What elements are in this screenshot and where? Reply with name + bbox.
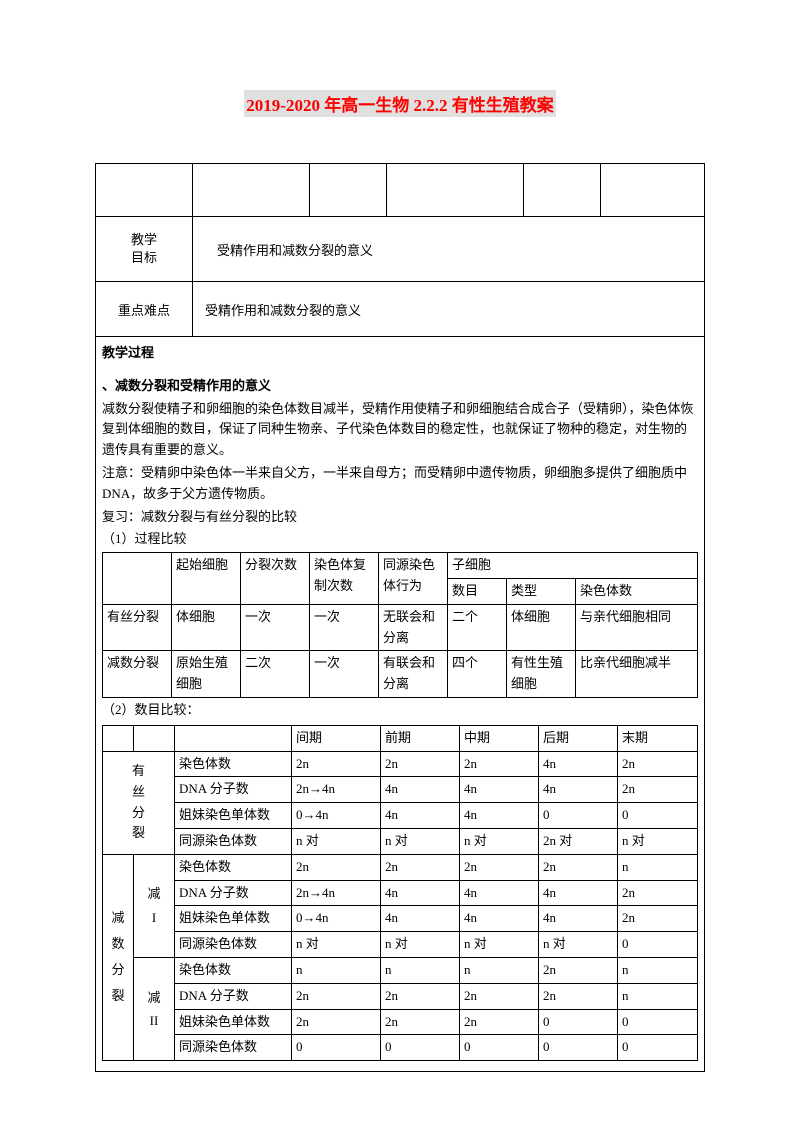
mitosis-label: 有丝分裂 (103, 751, 175, 854)
goal-text: 受精作用和减数分裂的意义 (193, 217, 705, 282)
keypoint-text: 受精作用和减数分裂的意义 (193, 282, 705, 337)
process-table: 起始细胞 分裂次数 染色体复制次数 同源染色体行为 子细胞 数目 类型 染色体数… (102, 552, 698, 698)
page: 2019-2020 年高一生物 2.2.2 有性生殖教案 教学目标 受精作用和减… (0, 0, 800, 1132)
paragraph: （2）数目比较： (102, 700, 698, 721)
meiosis2-label: 减II (134, 957, 175, 1060)
meiosis1-label: 减I (134, 854, 175, 957)
section-heading-2: 、减数分裂和受精作用的意义 (102, 376, 698, 397)
content-body: 教学过程 、减数分裂和受精作用的意义 减数分裂使精子和卵细胞的染色体数目减半，受… (95, 337, 705, 1061)
keypoint-label: 重点难点 (96, 282, 193, 337)
section-heading: 教学过程 (102, 343, 698, 364)
paragraph: 减数分裂使精子和卵细胞的染色体数目减半，受精作用使精子和卵细胞结合成合子（受精卵… (102, 399, 698, 461)
header-table: 教学目标 受精作用和减数分裂的意义 重点难点 受精作用和减数分裂的意义 (95, 163, 705, 337)
paragraph: （1）过程比较 (102, 529, 698, 550)
meiosis-label: 减数分裂 (103, 854, 134, 1060)
goal-label: 教学目标 (96, 217, 193, 282)
outer-bottom-border (95, 1061, 705, 1072)
count-table: 间期 前期 中期 后期 末期 有丝分裂 染色体数 2n2n2n4n2n DNA … (102, 725, 698, 1061)
paragraph: 复习：减数分裂与有丝分裂的比较 (102, 507, 698, 528)
page-title: 2019-2020 年高一生物 2.2.2 有性生殖教案 (244, 90, 555, 117)
title-wrap: 2019-2020 年高一生物 2.2.2 有性生殖教案 (95, 90, 705, 139)
paragraph: 注意：受精卵中染色体一半来自父方，一半来自母方；而受精卵中遗传物质，卵细胞多提供… (102, 463, 698, 505)
